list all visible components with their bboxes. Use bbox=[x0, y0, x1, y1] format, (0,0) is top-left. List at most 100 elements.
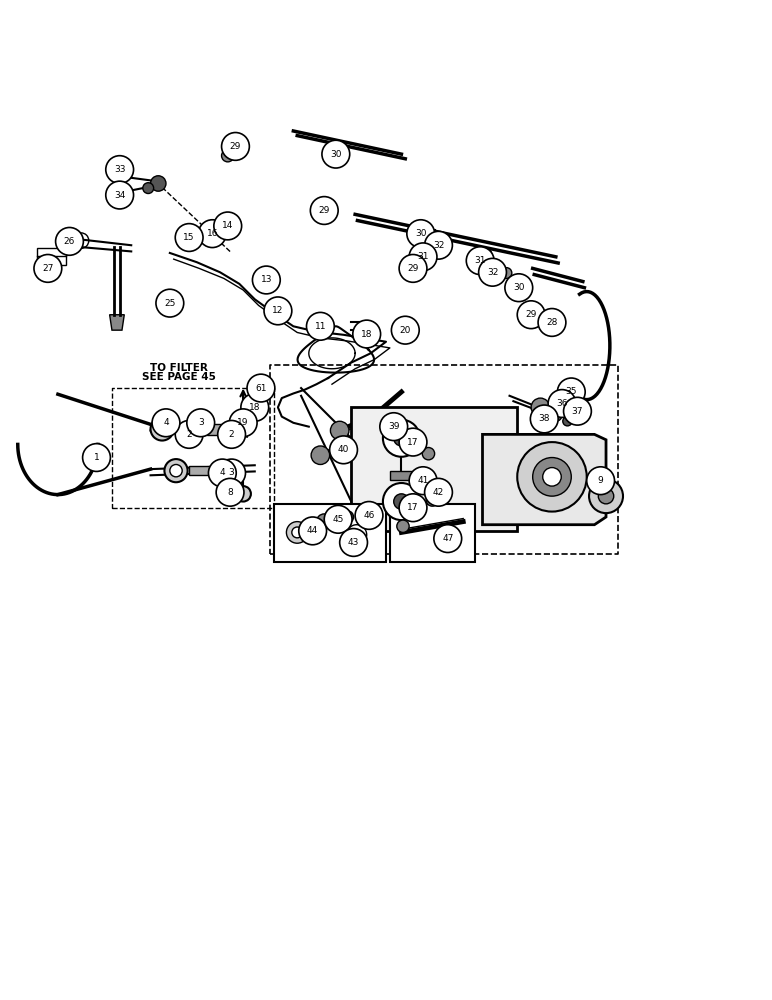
Circle shape bbox=[106, 181, 134, 209]
Circle shape bbox=[175, 420, 203, 448]
Text: 12: 12 bbox=[273, 306, 283, 315]
Text: 9: 9 bbox=[598, 476, 604, 485]
Text: 40: 40 bbox=[338, 445, 349, 454]
Circle shape bbox=[383, 483, 420, 520]
Circle shape bbox=[352, 530, 361, 539]
Circle shape bbox=[383, 420, 420, 457]
Text: 14: 14 bbox=[222, 221, 233, 230]
Circle shape bbox=[407, 220, 435, 248]
Circle shape bbox=[543, 468, 561, 486]
Circle shape bbox=[330, 436, 357, 464]
Text: 35: 35 bbox=[566, 387, 577, 396]
Text: 29: 29 bbox=[230, 142, 241, 151]
Text: 27: 27 bbox=[42, 264, 53, 273]
Text: 1: 1 bbox=[93, 453, 100, 462]
Circle shape bbox=[313, 202, 328, 217]
Circle shape bbox=[598, 488, 614, 504]
Circle shape bbox=[151, 176, 166, 191]
Text: 8: 8 bbox=[227, 488, 233, 497]
Text: 13: 13 bbox=[261, 275, 272, 284]
Text: 42: 42 bbox=[433, 488, 444, 497]
Circle shape bbox=[533, 458, 571, 496]
Text: 33: 33 bbox=[114, 165, 125, 174]
Circle shape bbox=[589, 479, 623, 513]
Circle shape bbox=[418, 243, 428, 254]
Text: 31: 31 bbox=[475, 256, 486, 265]
Text: SEE PAGE 45: SEE PAGE 45 bbox=[142, 372, 216, 382]
Text: 30: 30 bbox=[415, 229, 426, 238]
Circle shape bbox=[422, 448, 435, 460]
Circle shape bbox=[330, 421, 349, 440]
Circle shape bbox=[426, 494, 438, 506]
Text: 41: 41 bbox=[418, 476, 428, 485]
Circle shape bbox=[563, 417, 572, 426]
Circle shape bbox=[409, 467, 437, 495]
Text: 19: 19 bbox=[238, 418, 249, 427]
Text: 15: 15 bbox=[184, 233, 195, 242]
Circle shape bbox=[311, 446, 330, 464]
Text: 2: 2 bbox=[229, 430, 235, 439]
Circle shape bbox=[299, 517, 327, 545]
Circle shape bbox=[156, 423, 168, 435]
Text: 26: 26 bbox=[64, 237, 75, 246]
Circle shape bbox=[341, 511, 354, 523]
Text: 11: 11 bbox=[315, 322, 326, 331]
Circle shape bbox=[548, 390, 576, 417]
Text: 28: 28 bbox=[547, 318, 557, 327]
Circle shape bbox=[505, 274, 533, 302]
Text: 61: 61 bbox=[256, 384, 266, 393]
Circle shape bbox=[235, 486, 251, 502]
Bar bbox=[351, 407, 517, 531]
Circle shape bbox=[106, 156, 134, 183]
Circle shape bbox=[83, 444, 110, 471]
Circle shape bbox=[247, 400, 259, 412]
Text: 25: 25 bbox=[164, 299, 175, 308]
Circle shape bbox=[550, 409, 562, 421]
Circle shape bbox=[247, 374, 275, 402]
Circle shape bbox=[564, 397, 591, 425]
Circle shape bbox=[216, 478, 244, 506]
Circle shape bbox=[56, 227, 83, 255]
Circle shape bbox=[353, 320, 381, 348]
Circle shape bbox=[151, 417, 174, 441]
Circle shape bbox=[587, 467, 615, 495]
Circle shape bbox=[222, 133, 249, 160]
Circle shape bbox=[479, 258, 506, 286]
Polygon shape bbox=[482, 434, 606, 525]
Text: 4: 4 bbox=[219, 468, 225, 477]
Text: 18: 18 bbox=[249, 403, 260, 412]
Circle shape bbox=[501, 268, 512, 278]
Text: 18: 18 bbox=[361, 330, 372, 339]
Circle shape bbox=[434, 525, 462, 552]
Circle shape bbox=[286, 522, 308, 543]
Text: 20: 20 bbox=[400, 326, 411, 335]
Text: 31: 31 bbox=[418, 252, 428, 261]
Circle shape bbox=[310, 197, 338, 224]
Circle shape bbox=[143, 183, 154, 194]
Circle shape bbox=[355, 502, 383, 529]
Circle shape bbox=[394, 431, 409, 446]
Circle shape bbox=[391, 316, 419, 344]
Circle shape bbox=[523, 305, 539, 321]
Text: 32: 32 bbox=[433, 241, 444, 250]
Circle shape bbox=[252, 266, 280, 294]
Circle shape bbox=[557, 378, 585, 406]
Circle shape bbox=[306, 312, 334, 340]
Circle shape bbox=[229, 409, 257, 437]
Text: 3: 3 bbox=[198, 418, 204, 427]
Circle shape bbox=[408, 254, 418, 265]
Circle shape bbox=[517, 442, 587, 512]
Circle shape bbox=[538, 309, 566, 336]
Text: 3: 3 bbox=[229, 468, 235, 477]
Circle shape bbox=[34, 255, 62, 282]
Text: 37: 37 bbox=[572, 407, 583, 416]
Text: 17: 17 bbox=[408, 438, 418, 447]
Text: 44: 44 bbox=[307, 526, 318, 535]
Circle shape bbox=[292, 527, 303, 538]
Circle shape bbox=[478, 248, 492, 261]
Circle shape bbox=[170, 464, 182, 477]
Text: 4: 4 bbox=[163, 418, 169, 427]
Circle shape bbox=[215, 460, 233, 478]
Text: 30: 30 bbox=[330, 150, 341, 159]
Circle shape bbox=[517, 301, 545, 329]
